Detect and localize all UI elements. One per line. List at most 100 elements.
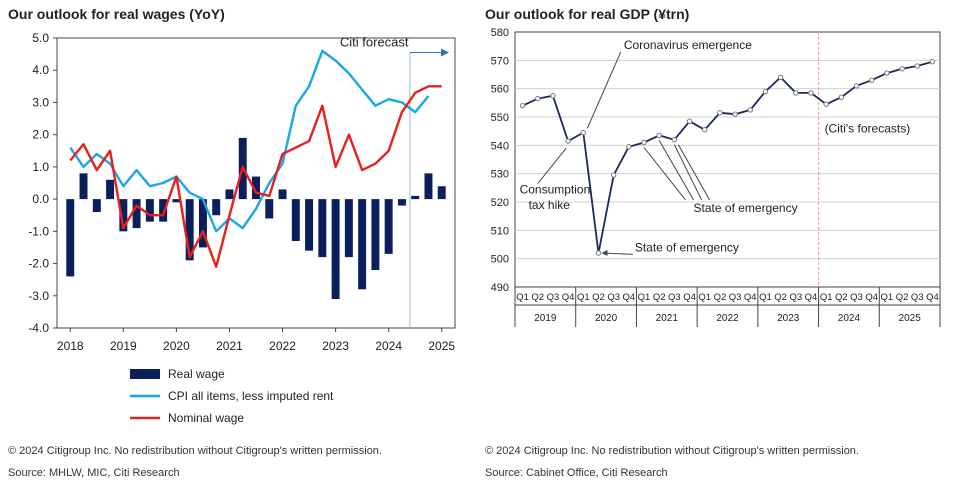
real-gdp-point xyxy=(929,59,936,65)
real-gdp-point xyxy=(808,90,814,96)
real-gdp-point xyxy=(853,83,860,89)
x-quarter-label: Q1 xyxy=(516,292,529,303)
x-year-label: 2021 xyxy=(656,313,679,324)
x-quarter-label: Q2 xyxy=(896,292,909,303)
real-wage-bar xyxy=(225,189,234,200)
annotation-coronavirus-leader xyxy=(586,51,622,129)
real-gdp-point xyxy=(732,111,738,117)
annotation-soe2-arrowhead xyxy=(601,250,608,256)
x-year-label: 2024 xyxy=(838,313,861,324)
y-tick-label: 560 xyxy=(491,84,509,96)
y-tick-label: 2.0 xyxy=(32,128,49,142)
real-wage-bar xyxy=(79,173,88,200)
x-tick-label: 2018 xyxy=(57,339,84,353)
x-quarter-label: Q2 xyxy=(592,292,605,303)
x-quarter-label: Q3 xyxy=(729,292,742,303)
y-tick-label: -2.0 xyxy=(28,257,49,271)
real-wage-bar xyxy=(331,199,340,299)
legend-real-wage-swatch xyxy=(130,369,160,379)
real-wage-bar xyxy=(424,173,433,200)
right-copyright: © 2024 Citigroup Inc. No redistribution … xyxy=(485,445,859,457)
x-quarter-label: Q1 xyxy=(698,292,711,303)
right-source: Source: Cabinet Office, Citi Research xyxy=(485,467,668,479)
x-year-label: 2023 xyxy=(777,313,800,324)
left-chart-title: Our outlook for real wages (YoY) xyxy=(8,6,225,22)
annotation-citi-forecasts: (Citi's forecasts) xyxy=(825,122,911,136)
x-quarter-label: Q3 xyxy=(850,292,863,303)
x-year-label: 2020 xyxy=(595,313,618,324)
y-tick-label: 1.0 xyxy=(32,160,49,174)
x-tick-label: 2025 xyxy=(428,339,455,353)
real-gdp-point xyxy=(717,110,723,116)
x-quarter-label: Q4 xyxy=(744,292,757,303)
annotation-soe-leader xyxy=(677,144,710,201)
real-wage-bar xyxy=(106,179,115,200)
real-wage-bar xyxy=(278,189,287,200)
real-wage-bar xyxy=(252,176,260,200)
nominal-wage-line xyxy=(69,85,442,269)
x-quarter-label: Q4 xyxy=(865,292,878,303)
real-gdp-point xyxy=(626,144,632,150)
real-wage-bar xyxy=(371,199,380,270)
x-quarter-label: Q3 xyxy=(547,292,560,303)
y-tick-label: 3.0 xyxy=(32,95,49,109)
real-gdp-point xyxy=(535,95,541,102)
legend-real-wage-label: Real wage xyxy=(168,367,225,381)
real-gdp-point xyxy=(777,74,784,81)
x-quarter-label: Q1 xyxy=(820,292,833,303)
real-gdp-point xyxy=(838,94,845,100)
real-gdp-point xyxy=(580,129,587,136)
forecast-arrow-head xyxy=(441,48,449,57)
real-wage-bar xyxy=(132,199,141,229)
y-tick-label: 5.0 xyxy=(32,31,49,45)
annotation-tax-hike-leader xyxy=(537,147,567,184)
y-tick-label: 0.0 xyxy=(32,192,49,206)
x-tick-label: 2024 xyxy=(375,339,402,353)
x-quarter-label: Q4 xyxy=(805,292,818,303)
x-quarter-label: Q1 xyxy=(638,292,651,303)
y-tick-label: -4.0 xyxy=(28,321,49,335)
real-gdp-point xyxy=(747,107,753,113)
y-tick-label: -3.0 xyxy=(28,289,49,303)
annotation-soe-leader xyxy=(643,147,686,201)
x-tick-label: 2021 xyxy=(216,339,243,353)
y-tick-label: 580 xyxy=(491,27,509,39)
y-tick-label: 500 xyxy=(491,254,509,266)
x-tick-label: 2019 xyxy=(110,339,137,353)
real-gdp-point xyxy=(550,93,556,99)
annotation-coronavirus: Coronavirus emergence xyxy=(624,38,752,52)
real-gdp-point xyxy=(686,118,693,124)
annotation-soe-leader xyxy=(673,144,703,201)
cpi-line xyxy=(69,49,430,233)
annotation-state-of-emergency-2: State of emergency xyxy=(635,241,739,255)
real-wage-bar xyxy=(172,199,181,203)
y-tick-label: 570 xyxy=(491,55,509,67)
real-gdp-point xyxy=(868,77,875,83)
y-tick-label: 4.0 xyxy=(32,63,49,77)
x-quarter-label: Q4 xyxy=(926,292,939,303)
real-wage-bar xyxy=(397,199,406,206)
x-quarter-label: Q2 xyxy=(774,292,787,303)
real-wage-bar xyxy=(318,199,327,258)
real-gdp-point xyxy=(762,88,769,95)
real-gdp-point xyxy=(823,101,829,107)
x-quarter-label: Q4 xyxy=(683,292,696,303)
real-gdp-point xyxy=(671,136,678,143)
real-gdp-point xyxy=(610,172,617,178)
annotation-soe-leader xyxy=(658,140,694,201)
x-tick-label: 2020 xyxy=(163,339,190,353)
annotation-tax-hike-line1: Consumption xyxy=(520,183,591,197)
real-gdp-point xyxy=(702,127,708,133)
x-tick-label: 2022 xyxy=(269,339,296,353)
y-tick-label: 510 xyxy=(491,225,509,237)
real-wage-bar xyxy=(66,199,75,277)
y-tick-label: 550 xyxy=(491,112,509,124)
right-chart-title: Our outlook for real GDP (¥trn) xyxy=(485,6,690,22)
x-quarter-label: Q1 xyxy=(881,292,894,303)
real-wage-bar xyxy=(92,199,101,212)
real-wage-bar xyxy=(212,199,221,216)
real-wage-bar xyxy=(358,199,367,290)
x-tick-label: 2023 xyxy=(322,339,349,353)
y-tick-label: -1.0 xyxy=(28,224,49,238)
x-quarter-label: Q4 xyxy=(562,292,575,303)
